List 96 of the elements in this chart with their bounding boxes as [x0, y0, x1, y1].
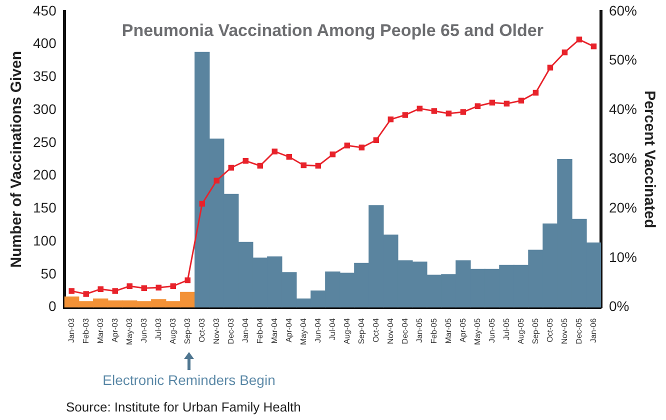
x-tick-label: Aug-05: [516, 318, 526, 344]
x-tick-label: Nov-04: [386, 318, 395, 344]
source-note: Source: Institute for Urban Family Health: [66, 400, 301, 415]
y2-tick-label: 20%: [608, 200, 638, 216]
y-tick-label: 250: [33, 134, 57, 150]
point: [286, 154, 292, 160]
y-tick-label: 200: [33, 166, 57, 183]
x-tick-label: Jul-05: [502, 318, 511, 340]
y-tick-label: 300: [33, 100, 57, 117]
point: [126, 283, 132, 289]
x-tick-label: Jun-05: [487, 318, 496, 343]
point: [388, 116, 394, 122]
point: [330, 152, 336, 158]
y-tick-label: 0: [48, 298, 57, 314]
point: [402, 112, 408, 118]
x-tick-label: Oct-04: [371, 318, 380, 342]
x-tick-label: May-05: [472, 318, 482, 346]
y2-tick-label: 30%: [608, 150, 638, 166]
x-tick-label: Jun-04: [313, 318, 322, 343]
point: [416, 106, 423, 112]
point: [156, 284, 162, 290]
y2-tick-label: 40%: [608, 100, 638, 117]
x-tick-label: Jul-03: [154, 318, 163, 340]
x-tick-label: Aug-03: [168, 318, 178, 344]
x-tick-label: Oct-03: [197, 318, 206, 342]
x-tick-label: Oct-05: [545, 318, 554, 342]
point: [373, 137, 380, 143]
point: [532, 90, 539, 96]
point: [68, 288, 74, 294]
point: [300, 162, 307, 168]
y2-tick-label: 0%: [608, 298, 630, 314]
point: [83, 291, 89, 297]
y2-tick-label: 60%: [608, 2, 638, 18]
x-tick-label: Jan-03: [66, 318, 76, 343]
x-tick-label: Sep-04: [356, 318, 366, 344]
point: [272, 148, 278, 154]
x-tick-label: Dec-05: [574, 318, 584, 344]
x-tick-label: Jun-03: [139, 318, 148, 343]
y-tick-label: 50: [40, 265, 57, 282]
y-tick-label: 400: [33, 35, 57, 52]
x-tick-label: Dec-04: [400, 318, 410, 344]
x-tick-label: May-03: [124, 318, 134, 346]
x-tick-label: Mar-03: [96, 318, 105, 344]
point: [474, 103, 481, 109]
text: Pneumonia Vaccination Among People 65 and Older: [122, 21, 544, 40]
x-tick-label: Jan-06: [588, 318, 598, 343]
point: [242, 158, 249, 164]
y-axis-title: Number of Vaccinations Given: [8, 50, 26, 268]
point: [358, 144, 365, 150]
x-tick-label: Jan-05: [414, 318, 424, 343]
point: [170, 283, 176, 289]
x-tick-label: Apr-05: [458, 318, 468, 342]
point: [547, 64, 554, 70]
point: [446, 110, 452, 116]
y-tick-label: 350: [33, 68, 57, 84]
point: [184, 277, 191, 284]
x-tick-label: Feb-04: [255, 318, 264, 344]
point: [141, 285, 147, 291]
point: [504, 100, 510, 106]
point: [518, 98, 524, 104]
y2-tick-label: 10%: [608, 248, 638, 265]
x-tick-label: Dec-03: [226, 318, 236, 344]
point: [576, 36, 582, 42]
point: [344, 142, 350, 148]
y2-axis-title: Percent Vaccinated: [640, 90, 658, 228]
point: [460, 109, 466, 115]
x-tick-label: Sep-05: [530, 318, 540, 344]
text: Electronic Reminders Begin: [102, 372, 276, 388]
point: [257, 162, 264, 169]
x-tick-label: Feb-03: [81, 318, 90, 344]
point: [489, 100, 496, 106]
x-tick-label: Jul-04: [328, 318, 337, 340]
x-tick-label: Apr-04: [284, 318, 294, 342]
point: [590, 44, 597, 50]
y2-tick-label: 50%: [608, 52, 638, 68]
x-tick-label: Sep-03: [182, 318, 192, 344]
point: [199, 200, 206, 207]
point: [315, 162, 322, 169]
point: [228, 164, 234, 171]
x-tick-label: Aug-04: [342, 318, 352, 344]
x-tick-label: Feb-05: [429, 318, 438, 344]
x-tick-label: Nov-05: [560, 318, 569, 344]
point: [431, 108, 438, 114]
x-tick-label: Apr-03: [110, 318, 120, 342]
point: [214, 178, 220, 184]
x-tick-label: Jan-04: [240, 318, 250, 343]
y-tick-label: 100: [33, 232, 57, 248]
point: [112, 288, 118, 294]
point: [98, 286, 104, 292]
point: [562, 49, 568, 56]
y-tick-label: 150: [33, 200, 57, 216]
y-tick-label: 450: [33, 2, 57, 18]
x-tick-label: May-04: [298, 318, 308, 346]
x-tick-label: Mar-05: [444, 318, 453, 344]
x-tick-label: Mar-04: [270, 318, 279, 344]
x-tick-label: Nov-03: [212, 318, 221, 344]
